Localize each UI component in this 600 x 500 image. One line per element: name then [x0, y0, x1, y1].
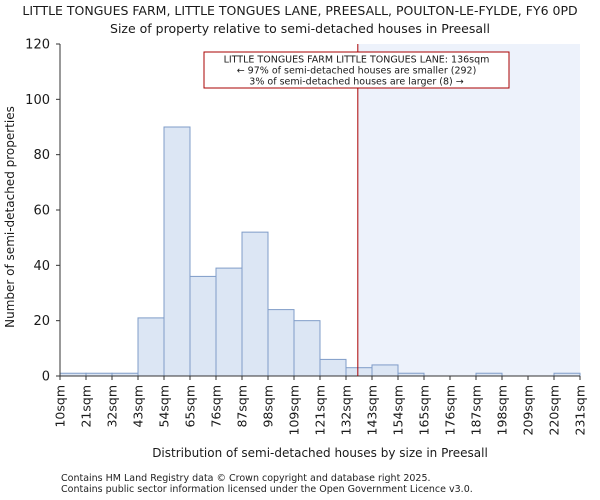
annotation-line: LITTLE TONGUES FARM LITTLE TONGUES LANE:… [224, 55, 490, 66]
x-tick-label: 220sqm [547, 385, 562, 435]
chart-subtitle: Size of property relative to semi-detach… [110, 21, 490, 36]
x-tick-label: 54sqm [157, 385, 172, 428]
x-axis-label: Distribution of semi-detached houses by … [152, 446, 488, 460]
histogram-bar [189, 275, 217, 377]
histogram-bar [345, 367, 373, 377]
x-tick-label: 76sqm [209, 385, 224, 428]
x-tick-label: 165sqm [417, 385, 432, 435]
x-tick-label: 109sqm [287, 385, 302, 435]
x-tick-label: 65sqm [183, 385, 198, 428]
histogram-bar [293, 320, 321, 377]
annotation-box [203, 51, 510, 89]
footer-copyright: Contains HM Land Registry data © Crown c… [61, 473, 431, 484]
x-tick-label: 10sqm [53, 385, 68, 428]
histogram-bar [215, 267, 243, 377]
histogram-bar [319, 358, 347, 377]
histogram-bar [371, 364, 399, 377]
x-tick-label: 32sqm [105, 385, 120, 428]
x-tick-label: 21sqm [79, 385, 94, 428]
y-tick-label: 0 [42, 370, 50, 385]
x-tick-label: 231sqm [573, 385, 588, 435]
x-tick-label: 209sqm [521, 385, 536, 435]
y-tick-label: 120 [25, 38, 50, 53]
x-tick-label: 176sqm [443, 385, 458, 435]
y-tick-label: 60 [33, 204, 50, 219]
y-tick-label: 40 [33, 259, 50, 274]
larger-region-shade [357, 44, 580, 376]
x-tick-label: 98sqm [261, 385, 276, 428]
x-tick-label: 143sqm [365, 385, 380, 435]
x-tick-label: 43sqm [131, 385, 146, 428]
annotation-line: 3% of semi-detached houses are larger (8… [249, 77, 463, 88]
annotation-line: ← 97% of semi-detached houses are smalle… [237, 66, 477, 77]
footer-licence: Contains public sector information licen… [61, 484, 473, 495]
x-tick-label: 198sqm [495, 385, 510, 435]
histogram-bar [163, 126, 191, 377]
y-tick-label: 80 [33, 148, 50, 163]
y-tick-label: 100 [25, 93, 50, 108]
x-tick-label: 132sqm [339, 385, 354, 435]
y-tick-label: 20 [33, 314, 50, 329]
x-tick-label: 187sqm [469, 385, 484, 435]
histogram-bar [267, 309, 295, 377]
chart-title: LITTLE TONGUES FARM, LITTLE TONGUES LANE… [22, 3, 578, 18]
x-tick-label: 121sqm [313, 385, 328, 435]
histogram-bar [241, 231, 269, 377]
histogram-bar [137, 317, 165, 377]
y-axis-label: Number of semi-detached properties [3, 106, 17, 328]
x-tick-label: 154sqm [391, 385, 406, 435]
x-tick-label: 87sqm [235, 385, 250, 428]
